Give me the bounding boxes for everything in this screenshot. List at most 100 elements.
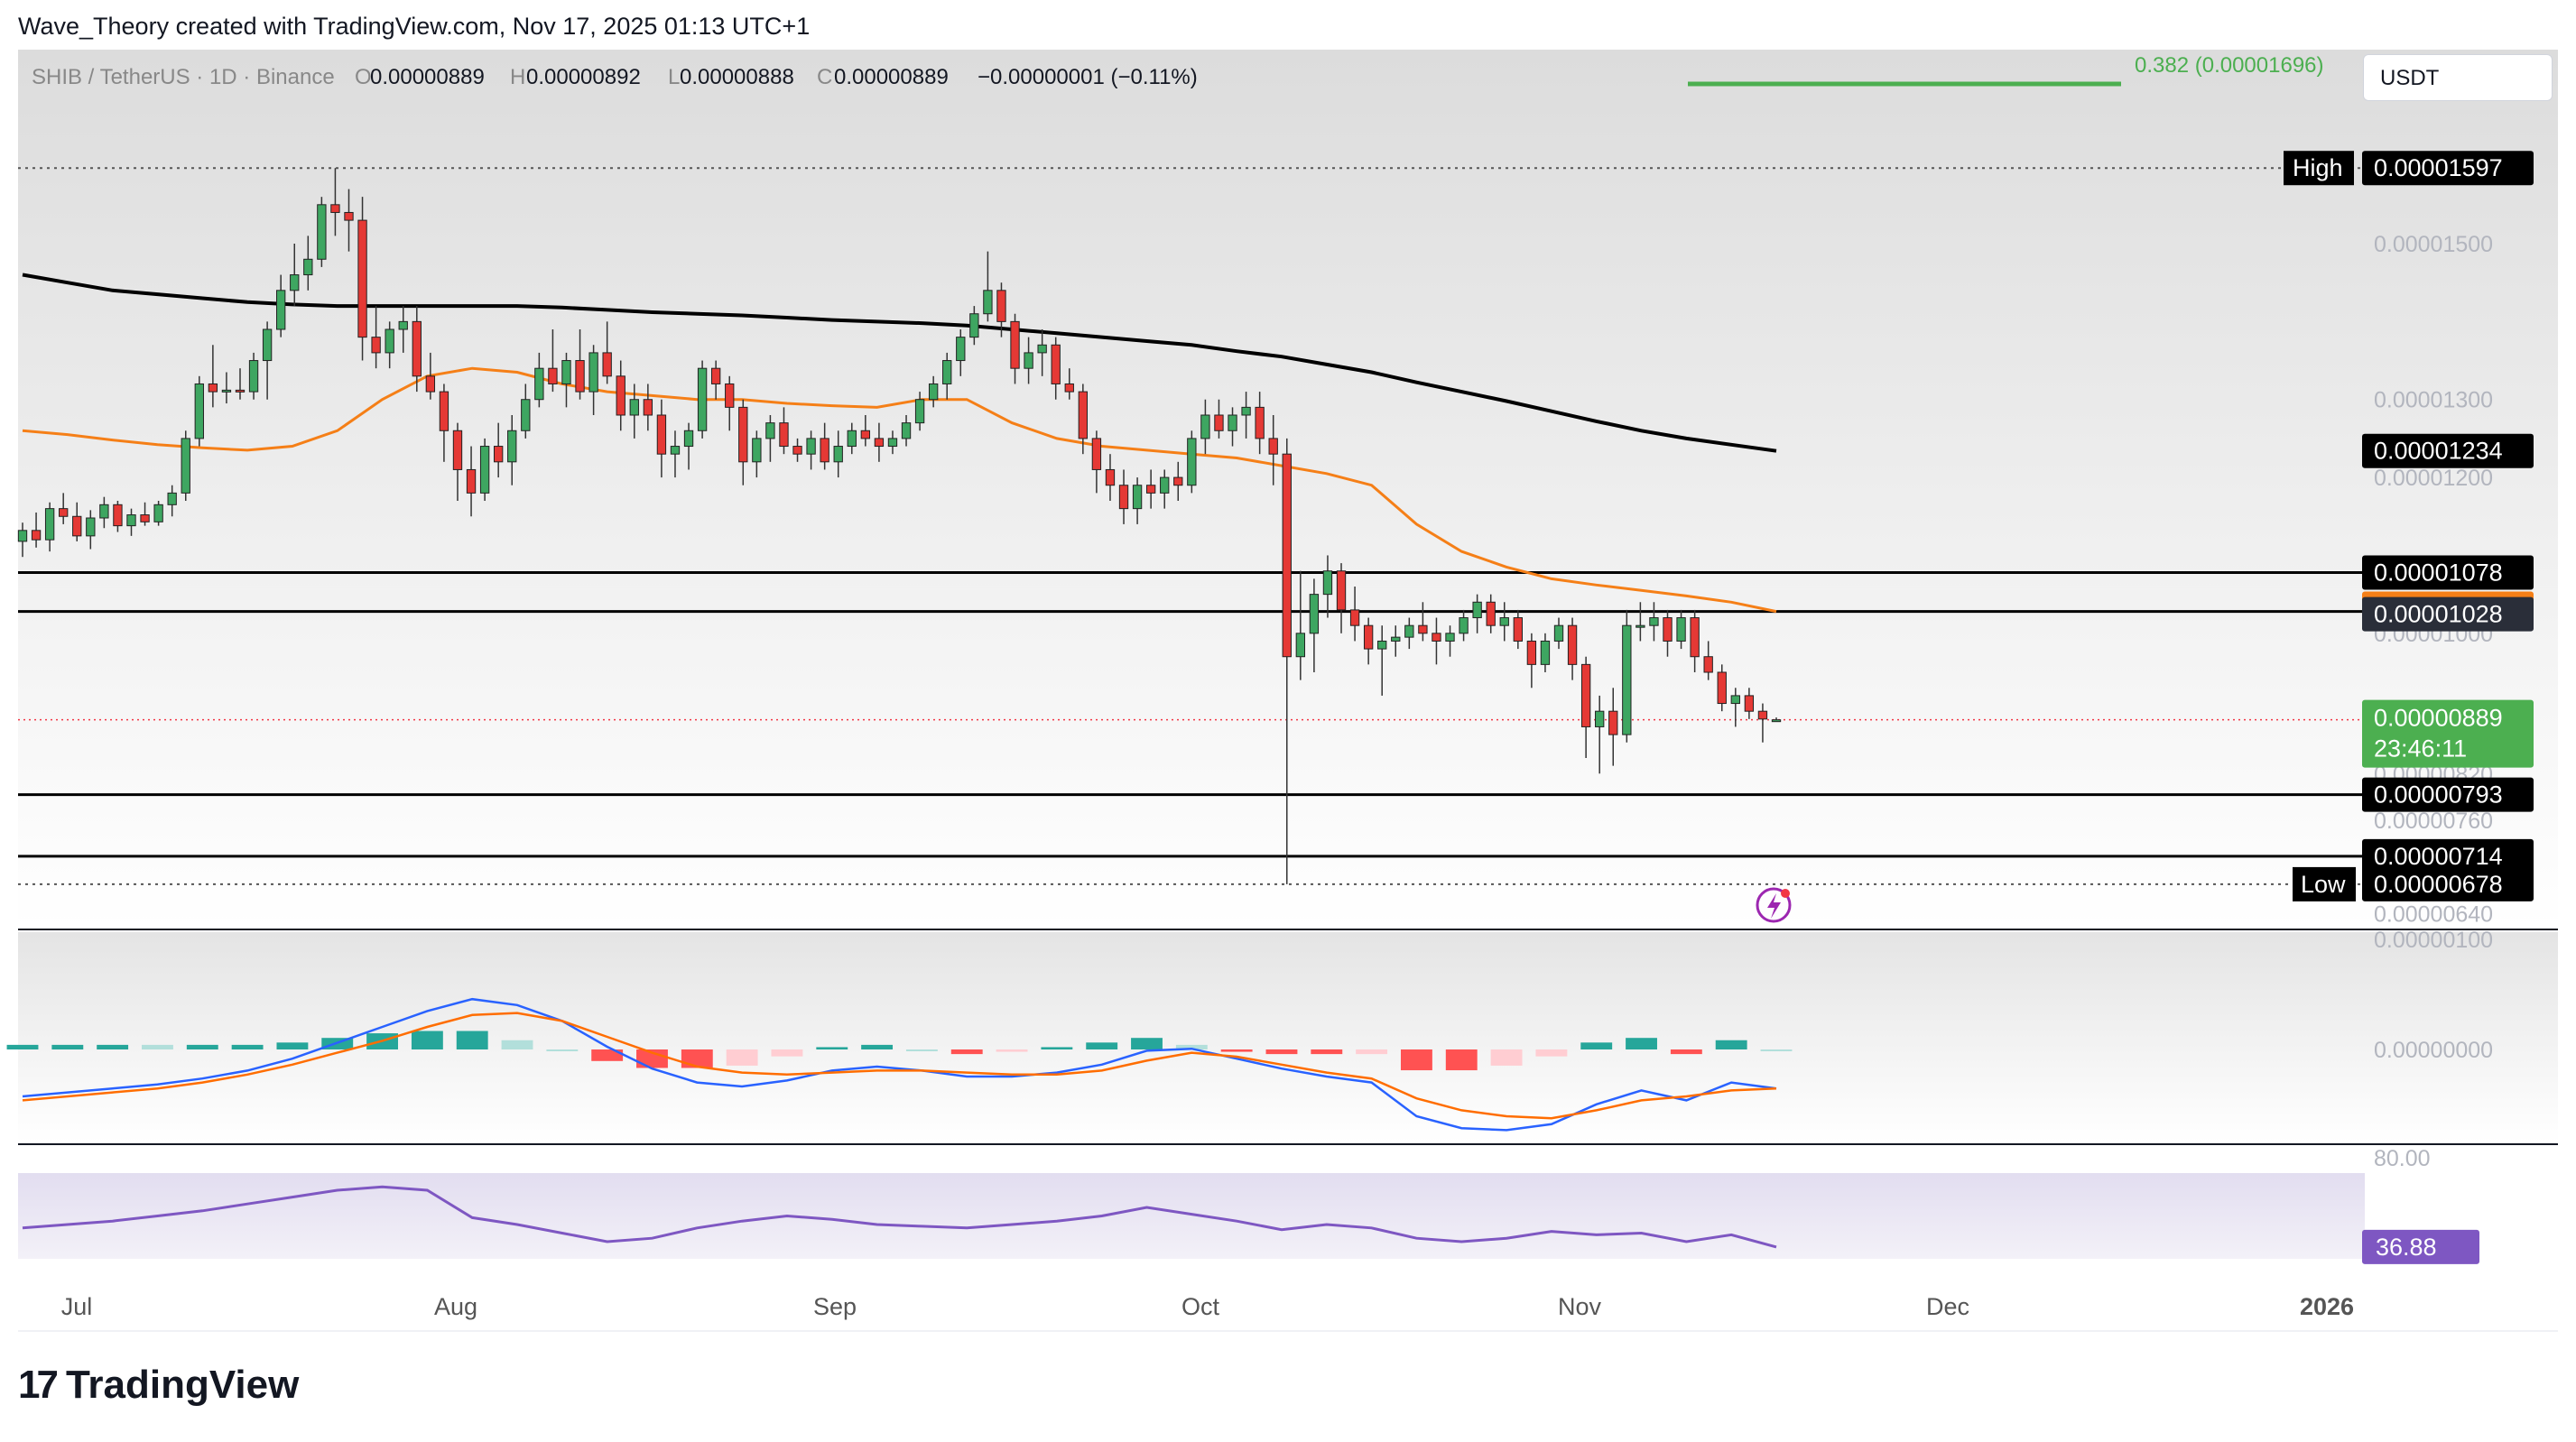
candle (330, 168, 340, 236)
ema200-tag-value: 0.00001234 (2374, 438, 2503, 465)
currency-selector[interactable]: USDT (2363, 54, 2553, 101)
candle (140, 502, 150, 526)
candle (1228, 407, 1237, 447)
candle-body (588, 352, 598, 393)
candle-body (806, 438, 816, 455)
candle-body (561, 360, 571, 384)
candle-body (425, 375, 436, 393)
ema200-tag-bg (2362, 433, 2534, 468)
candle-body (412, 320, 422, 377)
candle-body (248, 360, 259, 393)
candle-body (317, 204, 327, 260)
candle-body (1744, 695, 1755, 712)
candle (1703, 641, 1713, 680)
candle (276, 274, 286, 337)
candle (371, 306, 381, 369)
high-tag-bg (2362, 151, 2534, 186)
candle (1499, 602, 1509, 642)
low-tag-value: 0.00000678 (2374, 871, 2503, 898)
candle (752, 430, 762, 478)
time-axis-label: Dec (1926, 1293, 1969, 1320)
candle (507, 415, 517, 485)
macd-histogram-bar (1265, 1049, 1298, 1055)
candle (1336, 563, 1347, 633)
macd-histogram-bar (97, 1044, 129, 1049)
candle (956, 329, 966, 376)
legend-symbol: SHIB / TetherUS · 1D · Binance (32, 65, 335, 89)
candle (126, 508, 136, 536)
candle-body (779, 422, 789, 448)
candle (996, 282, 1006, 337)
candle (1282, 438, 1292, 884)
candle (928, 375, 939, 408)
candle-body (235, 389, 246, 393)
candle-body (194, 383, 204, 439)
candle-body (860, 430, 871, 439)
candle-body (792, 446, 802, 455)
candle (656, 399, 667, 478)
candle-body (1118, 485, 1129, 510)
candle (1404, 617, 1414, 650)
candle (710, 360, 721, 400)
time-axis-label: 2026 (2300, 1293, 2354, 1320)
time-axis[interactable]: Jul Aug Sep Oct Nov Dec 2026 (61, 1293, 2354, 1320)
rsi-tag-bg (2362, 1229, 2479, 1264)
candle-body (1499, 617, 1509, 626)
candle (1445, 625, 1455, 657)
macd-histogram-bar (591, 1049, 624, 1061)
candle-body (643, 399, 653, 416)
candle-body (548, 367, 558, 384)
candle-body (1690, 617, 1700, 658)
candle (1118, 469, 1129, 524)
candle (1635, 602, 1645, 642)
candle-body (1608, 710, 1618, 735)
macd-histogram-bar (1356, 1049, 1388, 1055)
flash-alert-icon[interactable] (1756, 887, 1792, 923)
macd-histogram-bar (1626, 1038, 1657, 1049)
candle-body (1459, 617, 1469, 634)
candle (235, 368, 246, 400)
legend-o-label: O (355, 65, 372, 89)
macd-histogram-bar (950, 1049, 983, 1055)
candle-body (1567, 624, 1578, 665)
candle (833, 430, 843, 478)
candle (1349, 587, 1360, 642)
macd-pane-bg (18, 932, 2558, 1142)
support-714-tag-value: 0.00000714 (2374, 843, 2503, 870)
candle-body (1757, 710, 1768, 720)
high-label-bg (2284, 151, 2354, 186)
candle-body (1553, 624, 1564, 642)
macd-histogram-bar (1041, 1047, 1073, 1049)
candle (1608, 688, 1618, 766)
candle-body (1255, 406, 1265, 439)
candle-body (738, 406, 748, 463)
candle-body (113, 504, 123, 527)
candle (887, 430, 898, 455)
candle (901, 415, 912, 447)
candle (494, 422, 504, 478)
legend-h-label: H (510, 65, 525, 89)
low-label-text: Low (2301, 871, 2346, 898)
candles[interactable] (17, 168, 1782, 884)
candle (1486, 594, 1496, 633)
time-axis-label: Nov (1558, 1293, 1602, 1320)
support-resistance-lines[interactable] (18, 570, 2365, 858)
candle (1717, 664, 1727, 712)
candle-body (153, 504, 163, 522)
candle-body (616, 375, 625, 416)
ema-50-line (22, 366, 1777, 614)
candle (1322, 555, 1333, 618)
macd-histogram-bar (681, 1049, 713, 1068)
candle (983, 251, 993, 322)
candle-body (1309, 594, 1320, 634)
candle (1472, 594, 1482, 633)
macd-histogram-bar (905, 1049, 938, 1051)
candle (248, 352, 259, 400)
tradingview-logo-text: TradingView (65, 1363, 300, 1407)
candle (1377, 625, 1387, 696)
macd-histogram-bar (501, 1040, 533, 1049)
price-axis[interactable]: 0.000015000.000013000.000012000.00001000… (2374, 232, 2493, 928)
candle-body (1595, 710, 1605, 727)
tradingview-logo: 17 TradingView (18, 1363, 299, 1408)
